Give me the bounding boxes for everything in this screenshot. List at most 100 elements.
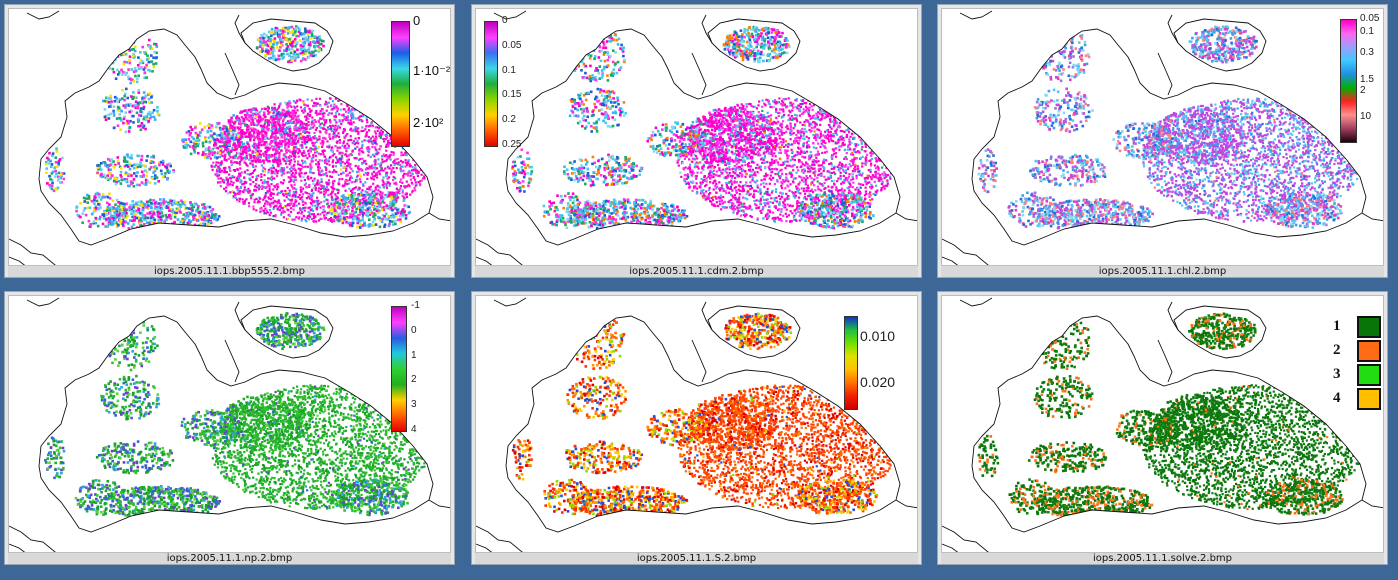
colorbar-tick-label: 0	[502, 15, 508, 26]
colorbar	[484, 21, 498, 147]
pixel-data-layer	[972, 312, 1363, 532]
coastline	[428, 212, 450, 222]
class-label: 4	[1333, 390, 1341, 407]
coastline	[234, 14, 246, 44]
colorbar-tick-label: 0.020	[860, 374, 895, 390]
colorbar-tick-label: 0.2	[502, 114, 516, 125]
colorbar-tick-label: 2·10²	[413, 115, 443, 130]
coastline	[1361, 499, 1383, 509]
map-panel: 1 2 3 4 iops.2005.11.1.solve.2.bmp	[937, 291, 1388, 565]
black-sea-map	[9, 297, 450, 555]
class-swatch	[1357, 388, 1381, 410]
coastline	[701, 14, 713, 44]
coastline	[428, 499, 450, 509]
colorbar-tick-label: 0.3	[1360, 47, 1374, 58]
coastline	[895, 212, 917, 222]
colorbar-tick-label: 0.05	[1360, 13, 1379, 24]
coastline	[1157, 52, 1173, 96]
class-swatch	[1357, 340, 1381, 362]
black-sea-map	[476, 10, 917, 268]
map-frame: 0.010 0.020	[475, 295, 918, 556]
colorbar-tick-label: 1	[411, 350, 417, 361]
colorbar-tick-label: 0.1	[1360, 26, 1374, 37]
colorbar-tick-label: 2	[411, 374, 417, 385]
coastline	[240, 18, 334, 72]
pixel-data-layer	[506, 312, 899, 532]
panel-caption: iops.2005.11.1.solve.2.bmp	[941, 552, 1384, 564]
coastline	[234, 301, 246, 331]
map-frame: 0 0.05 0.1 0.15 0.2 0.25	[475, 8, 918, 269]
class-swatch	[1357, 316, 1381, 338]
colorbar-tick-label: 0	[413, 13, 420, 28]
coastline	[959, 10, 993, 20]
coastline	[493, 10, 527, 20]
map-panel: -1 0 1 2 3 4 iops.2005.11.1.np.2.bmp	[4, 291, 455, 565]
colorbar-tick-label: 3	[411, 399, 417, 410]
class-label: 3	[1333, 366, 1341, 383]
colorbar	[391, 21, 410, 147]
colorbar-tick-label: 0.010	[860, 328, 895, 344]
coastline	[505, 315, 901, 533]
coastline	[224, 52, 240, 96]
class-label: 2	[1333, 342, 1341, 359]
coastline	[1361, 212, 1383, 222]
coastline	[691, 339, 707, 383]
black-sea-map	[942, 297, 1383, 555]
colorbar-tick-label: 0.1	[502, 65, 516, 76]
coastline	[505, 28, 901, 246]
coastline	[26, 297, 60, 307]
coastline	[701, 301, 713, 331]
coastline	[240, 305, 334, 359]
map-frame: 0 1·10⁻² 2·10²	[8, 8, 451, 269]
coastline	[1167, 301, 1179, 331]
coastline	[707, 305, 801, 359]
colorbar-tick-label: 0.15	[502, 89, 521, 100]
map-frame: 1 2 3 4	[941, 295, 1384, 556]
colorbar-tick-label: 10	[1360, 111, 1371, 122]
map-panel: 0 0.05 0.1 0.15 0.2 0.25 iops.2005.11.1.cdm.2.…	[471, 4, 922, 278]
coastline	[38, 28, 434, 246]
colorbar-tick-label: 4	[411, 424, 417, 435]
map-frame: 0.05 0.1 0.3 1.5 2 10	[941, 8, 1384, 269]
pixel-data-layer	[39, 312, 430, 532]
colorbar-tick-label: 1.5	[1360, 74, 1374, 85]
panel-caption: iops.2005.11.1.chl.2.bmp	[941, 265, 1384, 277]
colorbar-tick-label: 0.05	[502, 40, 521, 51]
colorbar	[1340, 19, 1357, 143]
coastline	[1157, 339, 1173, 383]
coastline	[1173, 18, 1267, 72]
map-panel: 0.05 0.1 0.3 1.5 2 10 iops.2005.11.1.chl.2.bmp	[937, 4, 1388, 278]
coastline	[1167, 14, 1179, 44]
class-label: 1	[1333, 318, 1341, 335]
panel-caption: iops.2005.11.1.cdm.2.bmp	[475, 265, 918, 277]
black-sea-map	[942, 10, 1383, 268]
coastline	[971, 315, 1367, 533]
coastline	[224, 339, 240, 383]
panel-caption: iops.2005.11.1.S.2.bmp	[475, 552, 918, 564]
coastline	[959, 297, 993, 307]
map-frame: -1 0 1 2 3 4	[8, 295, 451, 556]
colorbar	[844, 316, 858, 410]
colorbar-tick-label: 0.25	[502, 139, 521, 150]
pixel-data-layer	[973, 25, 1364, 245]
colorbar-tick-label: 2	[1360, 85, 1366, 96]
coastline	[895, 499, 917, 509]
colorbar-tick-label: -1	[411, 300, 420, 311]
map-panel: 0 1·10⁻² 2·10² iops.2005.11.1.bbp555.2.bmp	[4, 4, 455, 278]
colorbar-tick-label: 1·10⁻²	[413, 63, 450, 79]
black-sea-map	[9, 10, 450, 268]
coastline	[493, 297, 527, 307]
panel-caption: iops.2005.11.1.np.2.bmp	[8, 552, 451, 564]
coastline	[1173, 305, 1267, 359]
coastline	[691, 52, 707, 96]
colorbar	[391, 306, 407, 432]
coastline	[38, 315, 434, 533]
panel-caption: iops.2005.11.1.bbp555.2.bmp	[8, 265, 451, 277]
colorbar-tick-label: 0	[411, 325, 417, 336]
black-sea-map	[476, 297, 917, 555]
coastline	[26, 10, 60, 20]
map-panel: 0.010 0.020 iops.2005.11.1.S.2.bmp	[471, 291, 922, 565]
coastline	[971, 28, 1367, 246]
class-swatch	[1357, 364, 1381, 386]
coastline	[707, 18, 801, 72]
